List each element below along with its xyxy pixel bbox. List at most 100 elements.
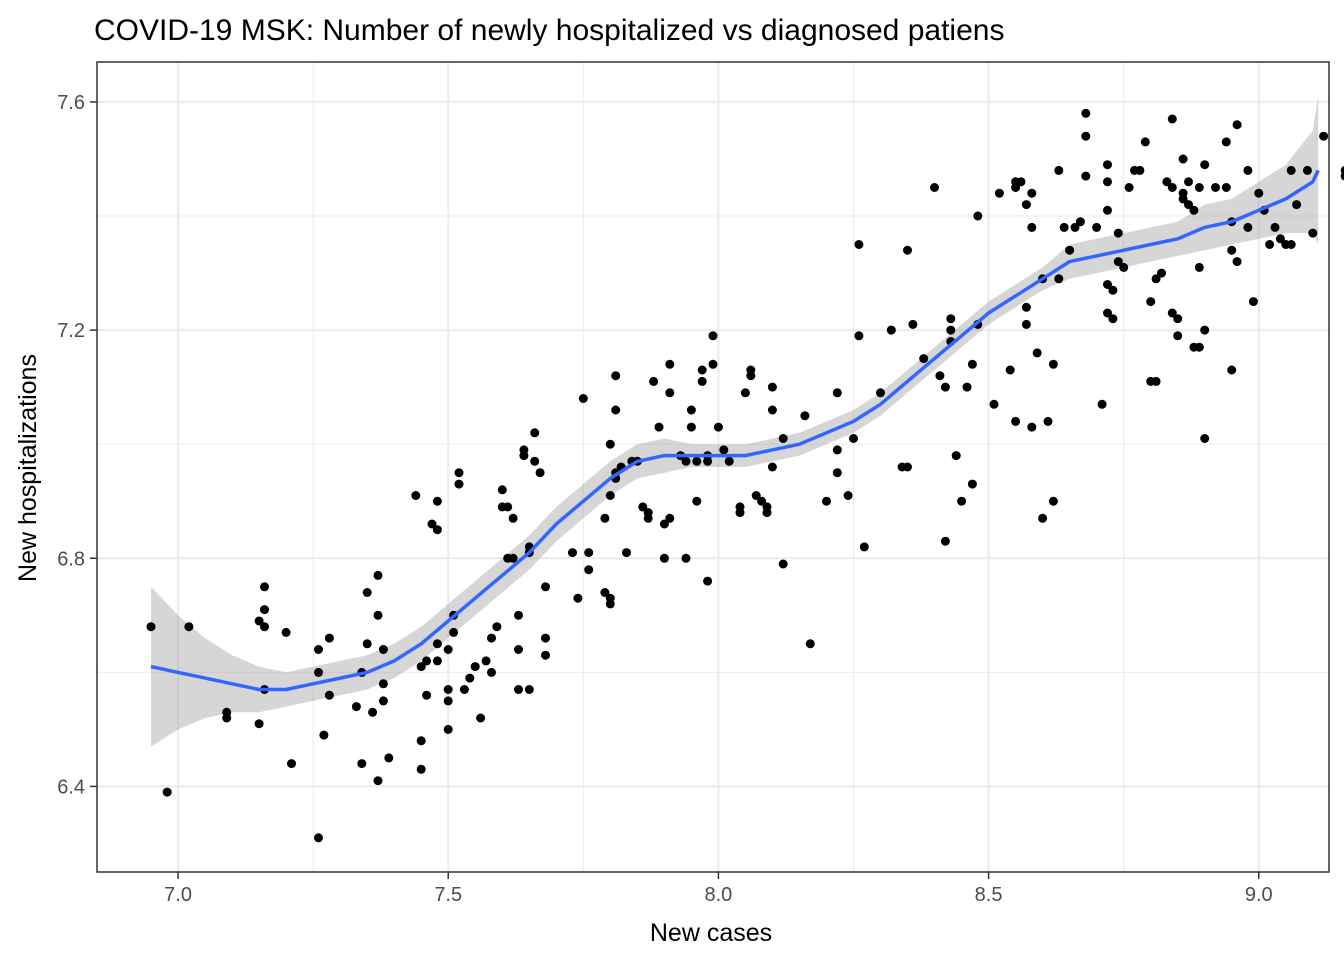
data-point xyxy=(989,399,999,409)
data-point xyxy=(600,588,610,597)
data-point xyxy=(1173,314,1183,324)
data-point xyxy=(351,702,361,712)
data-point xyxy=(832,468,842,478)
data-point xyxy=(605,599,615,609)
data-point xyxy=(713,422,723,432)
data-point xyxy=(1021,319,1031,329)
data-point xyxy=(940,382,950,392)
data-point xyxy=(1113,257,1123,267)
x-axis: 7.0 7.5 8.0 8.5 9.0 xyxy=(164,872,1273,906)
data-point xyxy=(886,325,896,335)
data-point xyxy=(919,354,929,364)
data-point xyxy=(832,388,842,398)
data-point xyxy=(260,582,269,592)
data-point xyxy=(1027,188,1037,198)
data-point xyxy=(822,496,831,506)
data-point xyxy=(1200,160,1210,170)
data-point xyxy=(1151,376,1161,386)
data-point xyxy=(1157,268,1166,278)
x-tick-label: 7.5 xyxy=(434,884,462,906)
y-tick-label: 7.6 xyxy=(57,92,85,114)
data-point xyxy=(946,325,956,335)
data-point xyxy=(967,479,977,489)
data-point xyxy=(1178,194,1188,204)
data-point xyxy=(314,645,323,654)
data-point xyxy=(1016,177,1026,187)
data-point xyxy=(724,456,734,466)
data-point xyxy=(530,456,540,466)
data-point xyxy=(470,662,480,672)
data-point xyxy=(951,451,961,461)
data-point xyxy=(946,314,956,324)
data-point xyxy=(584,565,594,575)
data-point xyxy=(514,610,523,620)
data-point xyxy=(508,513,518,523)
data-point xyxy=(260,605,269,615)
data-point xyxy=(1194,262,1204,272)
data-point xyxy=(254,719,264,729)
data-point xyxy=(524,685,534,694)
data-point xyxy=(357,759,367,769)
data-point xyxy=(638,502,648,512)
data-point xyxy=(416,662,426,672)
data-point xyxy=(432,639,442,649)
data-point xyxy=(767,405,777,415)
data-point xyxy=(1103,160,1112,170)
data-point xyxy=(443,645,453,654)
data-point xyxy=(849,434,858,443)
data-point xyxy=(832,445,842,455)
data-point xyxy=(514,685,523,694)
data-point xyxy=(1140,137,1150,147)
data-point xyxy=(1027,422,1037,432)
data-point xyxy=(378,679,388,689)
data-point xyxy=(287,759,296,769)
data-point xyxy=(967,359,977,369)
data-point xyxy=(281,627,291,637)
data-point xyxy=(805,639,815,649)
data-point xyxy=(1059,222,1069,232)
data-point xyxy=(1032,348,1042,358)
data-point xyxy=(665,388,675,398)
data-point xyxy=(659,519,669,529)
data-point xyxy=(443,685,453,694)
data-point xyxy=(1286,165,1296,175)
data-point xyxy=(1184,177,1193,187)
data-point xyxy=(422,656,432,666)
data-point xyxy=(541,582,550,592)
data-point xyxy=(487,633,496,643)
y-tick-label: 6.8 xyxy=(57,548,85,570)
data-point xyxy=(1075,217,1085,227)
data-point xyxy=(740,388,750,398)
data-point xyxy=(1302,165,1312,175)
data-point xyxy=(449,627,459,637)
data-point xyxy=(876,388,885,398)
data-point xyxy=(751,491,761,500)
data-point xyxy=(1021,302,1031,312)
data-point xyxy=(1232,257,1242,267)
data-point xyxy=(746,371,756,381)
data-point xyxy=(1275,234,1285,244)
data-point xyxy=(1184,200,1193,210)
data-point xyxy=(1038,513,1048,523)
data-point xyxy=(1146,297,1156,307)
data-point xyxy=(1292,200,1302,210)
y-axis: 6.4 6.8 7.2 7.6 xyxy=(57,92,97,798)
data-point xyxy=(611,371,621,381)
data-point xyxy=(541,633,550,643)
data-point xyxy=(692,456,702,466)
data-point xyxy=(1254,188,1264,198)
data-point xyxy=(1221,183,1231,192)
data-point xyxy=(319,730,329,740)
data-point xyxy=(260,622,269,632)
data-point xyxy=(854,240,864,249)
data-point xyxy=(362,639,372,649)
data-point xyxy=(1194,342,1204,352)
data-point xyxy=(443,696,453,706)
data-point xyxy=(514,645,523,654)
data-point xyxy=(384,753,394,763)
data-point xyxy=(519,445,529,455)
data-point xyxy=(254,616,264,626)
data-point xyxy=(735,508,745,518)
data-point xyxy=(573,593,583,603)
data-point xyxy=(1103,177,1112,187)
